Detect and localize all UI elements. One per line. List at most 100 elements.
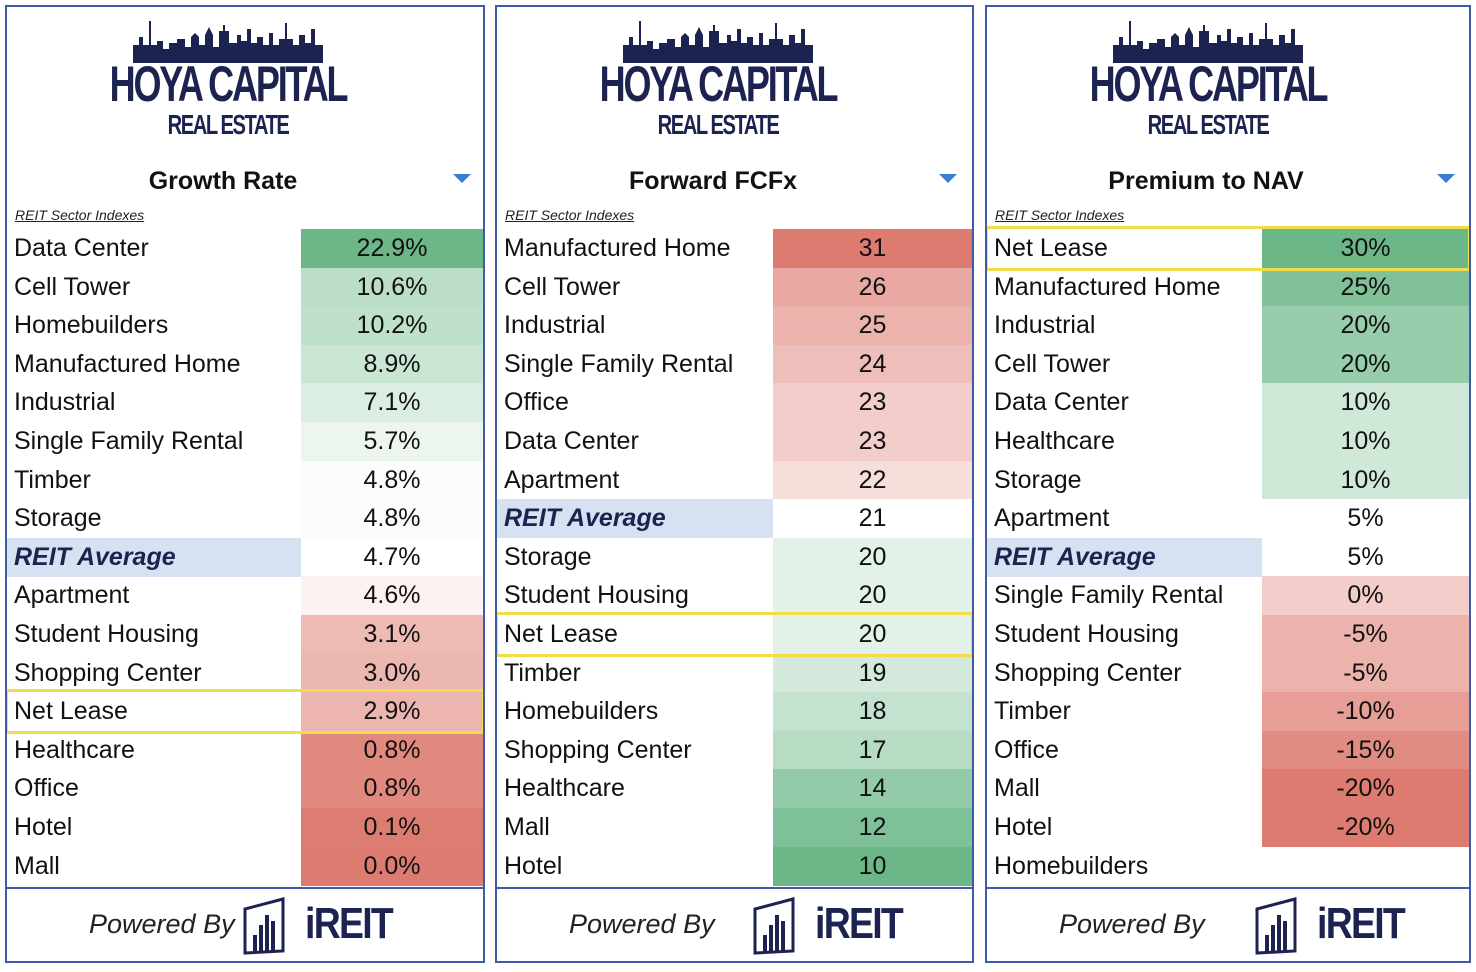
sector-name: Timber bbox=[994, 697, 1071, 726]
sector-value: -15% bbox=[1262, 730, 1469, 770]
table-row: Student Housing -5% bbox=[987, 615, 1469, 654]
ireit-logo-text: iREIT bbox=[1317, 899, 1406, 948]
sector-name: Shopping Center bbox=[994, 658, 1182, 687]
table-row: Mall 0.0% bbox=[7, 846, 483, 886]
powered-by-footer: Powered By iREIT bbox=[987, 887, 1469, 961]
table-row: Industrial 25 bbox=[497, 306, 972, 346]
sector-name: Student Housing bbox=[994, 620, 1179, 648]
sector-name: Homebuilders bbox=[504, 697, 659, 726]
sector-value: 21 bbox=[773, 499, 972, 539]
sector-value: 4.8% bbox=[301, 499, 483, 539]
sector-name: Mall bbox=[994, 774, 1040, 803]
sector-name: Data Center bbox=[994, 388, 1129, 417]
sector-value: 10 bbox=[773, 846, 972, 886]
sector-value: 10% bbox=[1262, 460, 1469, 500]
sector-indexes-label: REIT Sector Indexes bbox=[15, 207, 145, 223]
sector-name: Timber bbox=[504, 658, 581, 687]
sector-value: 24 bbox=[773, 344, 972, 384]
sector-value: 3.1% bbox=[301, 615, 483, 654]
ireit-logo-icon bbox=[1255, 897, 1297, 955]
table-row: Timber -10% bbox=[987, 692, 1469, 732]
sector-name: Shopping Center bbox=[14, 658, 202, 687]
table-row: Manufactured Home 8.9% bbox=[7, 344, 483, 384]
sector-name: Office bbox=[994, 735, 1059, 764]
sector-name: Healthcare bbox=[14, 735, 135, 764]
sector-name: Office bbox=[14, 774, 79, 803]
table-row: Healthcare 0.8% bbox=[7, 730, 483, 770]
table-row: Hotel -20% bbox=[987, 808, 1469, 847]
sector-name: Hotel bbox=[504, 851, 563, 880]
sector-name: Student Housing bbox=[504, 581, 689, 610]
sector-value: 23 bbox=[773, 422, 972, 461]
sector-value: -10% bbox=[1262, 692, 1469, 732]
sector-name: Timber bbox=[14, 465, 91, 494]
dropdown-caret-icon[interactable] bbox=[453, 174, 471, 183]
brand-title: HOYA CAPITAL bbox=[109, 56, 349, 112]
table-row: Apartment 4.6% bbox=[7, 576, 483, 616]
sector-value: 12 bbox=[773, 808, 972, 847]
table-row: REIT Average 5% bbox=[987, 537, 1469, 577]
brand-subtitle: REAL ESTATE bbox=[1147, 109, 1270, 140]
sector-name: Cell Tower bbox=[504, 272, 621, 301]
table-row: Industrial 20% bbox=[987, 306, 1469, 346]
sector-name: Healthcare bbox=[504, 774, 625, 803]
table-row: Net Lease 20 bbox=[497, 615, 972, 654]
table-row: REIT Average 21 bbox=[497, 499, 972, 539]
sector-name: Net Lease bbox=[14, 697, 128, 726]
sector-value: 22 bbox=[773, 460, 972, 500]
table-row: Data Center 22.9% bbox=[7, 229, 483, 268]
sector-value: 17 bbox=[773, 730, 972, 770]
table-row: Cell Tower 26 bbox=[497, 267, 972, 307]
table-row: Single Family Rental 5.7% bbox=[7, 422, 483, 461]
brand-logo: HOYA CAPITAL REAL ESTATE bbox=[7, 15, 449, 165]
sector-value: 3.0% bbox=[301, 653, 483, 693]
table-row: Net Lease 2.9% bbox=[7, 692, 483, 732]
sector-name: Homebuilders bbox=[14, 311, 169, 340]
brand-logo: HOYA CAPITAL REAL ESTATE bbox=[987, 15, 1429, 165]
table-row: Industrial 7.1% bbox=[7, 383, 483, 423]
table-row: Homebuilders 18 bbox=[497, 692, 972, 732]
skyline-logo-icon bbox=[133, 21, 323, 63]
sector-name: Net Lease bbox=[994, 234, 1108, 262]
sector-value: 14 bbox=[773, 769, 972, 809]
sector-value: 2.9% bbox=[301, 692, 483, 732]
sector-value: 10% bbox=[1262, 422, 1469, 461]
sector-value: 20 bbox=[773, 537, 972, 577]
table-row: Hotel 0.1% bbox=[7, 808, 483, 847]
dropdown-caret-icon[interactable] bbox=[1437, 174, 1455, 183]
sector-value: 5.7% bbox=[301, 422, 483, 461]
sector-name: REIT Average bbox=[7, 537, 301, 577]
sector-name: Manufactured Home bbox=[504, 234, 731, 262]
skyline-logo-icon bbox=[623, 21, 813, 63]
table-row: Shopping Center 17 bbox=[497, 730, 972, 770]
sector-name: Shopping Center bbox=[504, 735, 692, 764]
sector-value bbox=[1262, 846, 1469, 886]
sector-name: Industrial bbox=[14, 388, 116, 417]
ireit-logo-text: iREIT bbox=[815, 899, 904, 948]
metric-title: Premium to NAV bbox=[1108, 167, 1304, 195]
sector-value: 0.1% bbox=[301, 808, 483, 847]
brand-title: HOYA CAPITAL bbox=[599, 56, 839, 112]
dropdown-caret-icon[interactable] bbox=[939, 174, 957, 183]
sector-name: Data Center bbox=[14, 234, 149, 262]
sector-name: Industrial bbox=[504, 311, 606, 340]
table-row: Timber 19 bbox=[497, 653, 972, 693]
ireit-logo-icon bbox=[243, 897, 285, 955]
skyline-logo-icon bbox=[1113, 21, 1303, 63]
table-row: Shopping Center -5% bbox=[987, 653, 1469, 693]
table-row: Healthcare 14 bbox=[497, 769, 972, 809]
panel-premium-to-nav: HOYA CAPITAL REAL ESTATE Premium to NAV REI… bbox=[985, 5, 1471, 963]
table-row: Storage 10% bbox=[987, 460, 1469, 500]
sector-name: Healthcare bbox=[994, 427, 1115, 455]
sector-name: Office bbox=[504, 388, 569, 417]
sector-name: Student Housing bbox=[14, 620, 199, 648]
table-row: Timber 4.8% bbox=[7, 460, 483, 500]
table-row: Cell Tower 20% bbox=[987, 344, 1469, 384]
metric-title: Growth Rate bbox=[148, 167, 298, 195]
powered-by-label: Powered By bbox=[89, 909, 235, 939]
table-row: Homebuilders bbox=[987, 846, 1469, 886]
table-row: Storage 20 bbox=[497, 537, 972, 577]
table-row: Data Center 23 bbox=[497, 422, 972, 461]
sector-value: 20 bbox=[773, 615, 972, 654]
brand-subtitle: REAL ESTATE bbox=[657, 109, 780, 140]
